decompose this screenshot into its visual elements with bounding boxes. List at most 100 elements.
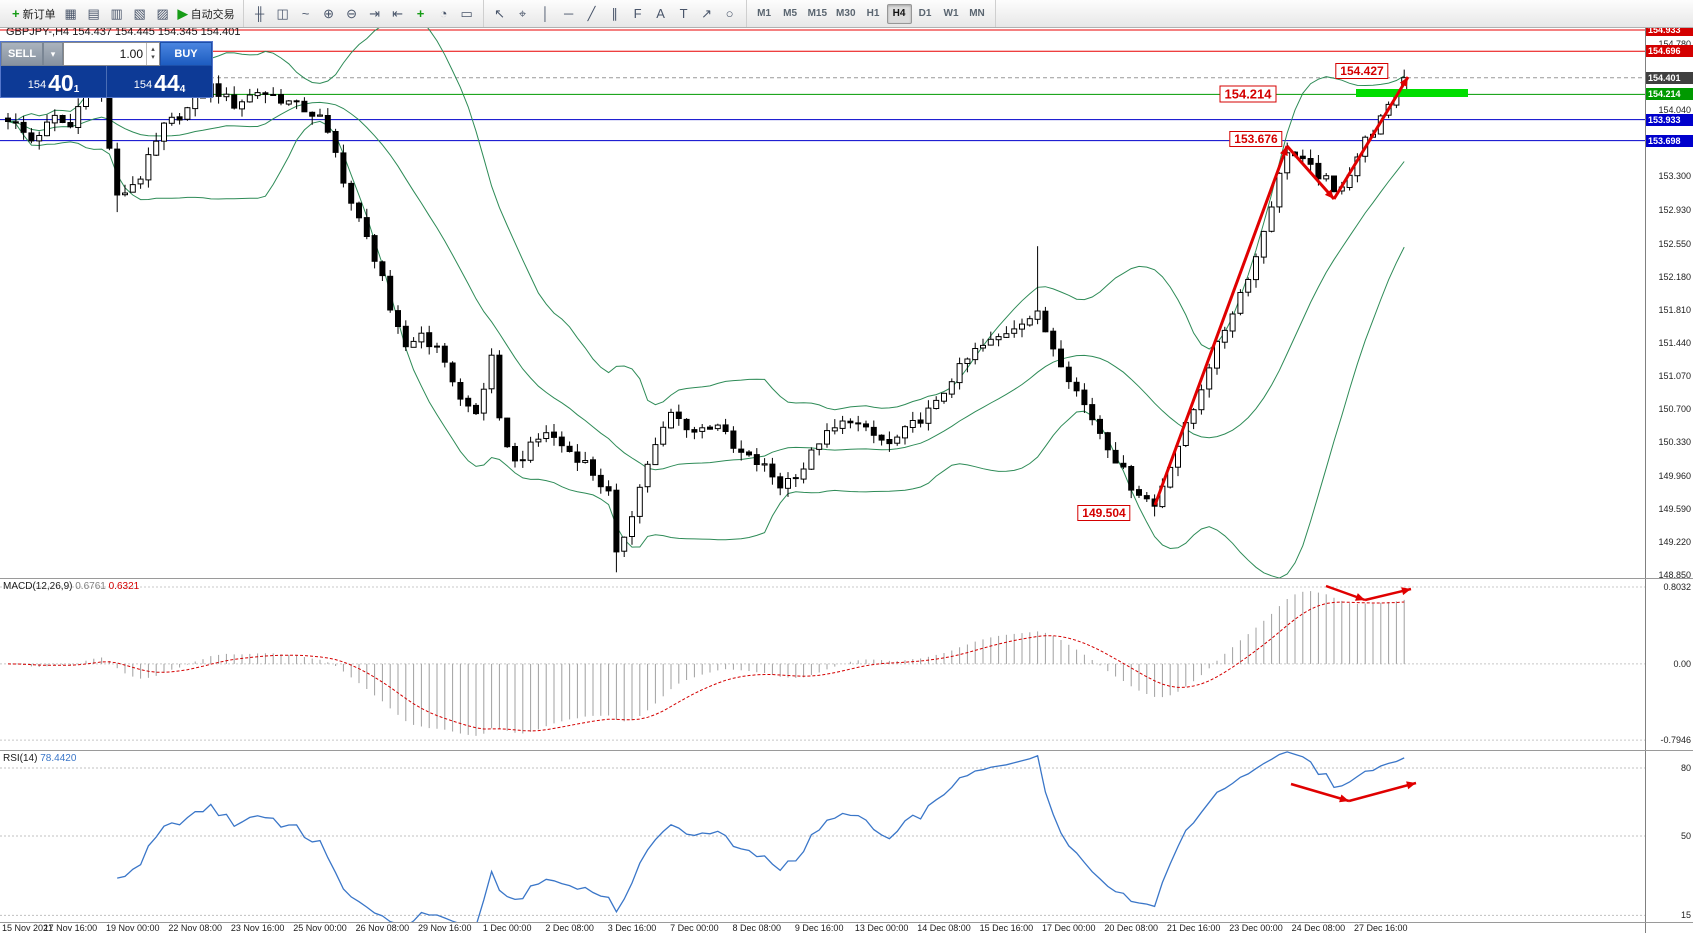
fibonacci-icon: F bbox=[633, 6, 642, 21]
vertical-line-button[interactable]: │ bbox=[535, 3, 557, 25]
sell-price[interactable]: 154 40 1 bbox=[1, 66, 107, 97]
time-axis[interactable]: 15 Nov 2021 17 Nov 16:00 19 Nov 00:00 22 No… bbox=[0, 922, 1645, 933]
indicators-add-icon: + bbox=[416, 6, 425, 21]
main-chart-svg[interactable] bbox=[0, 28, 1645, 578]
timeframe-m5[interactable]: M5 bbox=[778, 4, 803, 24]
label-icon: T bbox=[679, 6, 688, 21]
autotrading-button[interactable]: ▶ 自动交易 bbox=[175, 3, 238, 25]
profiles-icon: ▤ bbox=[87, 6, 100, 21]
volume-input[interactable]: 1.00 ▴ ▾ bbox=[63, 42, 160, 66]
new-order-label: 新订单 bbox=[22, 8, 56, 21]
timeframe-h4[interactable]: H4 bbox=[886, 3, 912, 24]
hline-price-tag: 154.214 bbox=[1646, 88, 1693, 101]
time-label: 26 Nov 08:00 bbox=[355, 923, 410, 933]
main-toolbar: + 新订单 ▦ ▤ ▥ ▧ ▨ ▶ 自动交易 ╫ ◫ ~ ⊕ ⊖ ⇥ ⇤ + ◔ ▭ ↖ ⌖ │ ─ ╱ ∥ F A T ↗ ○ M1 M5 M… bbox=[0, 0, 1693, 28]
line-chart-button[interactable]: ~ bbox=[295, 3, 317, 25]
price-tick-label: 149.220 bbox=[1658, 536, 1691, 547]
price-tick-label: 154.040 bbox=[1658, 105, 1691, 115]
order-type-dropdown[interactable]: ▾ bbox=[43, 42, 63, 66]
one-click-trading-panel: SELL ▾ 1.00 ▴ ▾ BUY 154 40 1 154 44 4 bbox=[0, 41, 213, 98]
sell-button[interactable]: SELL bbox=[1, 42, 43, 66]
hline-price-tag: 153.698 bbox=[1646, 134, 1693, 147]
rsi-panel-separator[interactable] bbox=[0, 750, 1693, 751]
price-annotation[interactable]: 154.214 bbox=[1219, 85, 1277, 103]
timeframe-d1[interactable]: D1 bbox=[913, 4, 938, 24]
price-tick-label: 148.850 bbox=[1658, 570, 1691, 580]
candlestick-chart-icon: ◫ bbox=[276, 6, 289, 21]
new-order-button[interactable]: + 新订单 bbox=[9, 3, 59, 25]
market-watch-button[interactable]: ▥ bbox=[106, 3, 128, 25]
timeframe-h1[interactable]: H1 bbox=[861, 4, 886, 24]
chart-header-info: GBPJPY-,H4 154.437 154.445 154.345 154.4… bbox=[6, 26, 241, 38]
shapes-icon: ○ bbox=[725, 6, 734, 21]
macd-svg[interactable] bbox=[0, 578, 1645, 750]
volume-value: 1.00 bbox=[119, 47, 143, 61]
crosshair-icon: ⌖ bbox=[518, 6, 527, 21]
price-annotation[interactable]: 149.504 bbox=[1077, 505, 1131, 521]
timeframe-m1[interactable]: M1 bbox=[752, 4, 777, 24]
macd-value-main: 0.6761 bbox=[75, 581, 106, 592]
price-annotation[interactable]: 153.676 bbox=[1229, 131, 1283, 147]
spinner-down-icon[interactable]: ▾ bbox=[151, 54, 155, 61]
arrows-tool-icon: ↗ bbox=[701, 6, 713, 21]
chart-shift-button[interactable]: ⇤ bbox=[387, 3, 409, 25]
charts-grid-button[interactable]: ▦ bbox=[60, 3, 82, 25]
rsi-svg[interactable] bbox=[0, 750, 1645, 922]
time-label: 24 Dec 08:00 bbox=[1291, 923, 1346, 933]
price-tick-label: 152.180 bbox=[1658, 271, 1691, 282]
trade-panel-controls: SELL ▾ 1.00 ▴ ▾ BUY bbox=[1, 42, 212, 66]
buy-button[interactable]: BUY bbox=[160, 42, 212, 66]
zoom-in-icon: ⊕ bbox=[323, 6, 335, 21]
text-button[interactable]: A bbox=[650, 3, 672, 25]
channel-button[interactable]: ∥ bbox=[604, 3, 626, 25]
time-label: 22 Nov 08:00 bbox=[168, 923, 222, 933]
time-label: 17 Dec 00:00 bbox=[1042, 923, 1096, 933]
candlestick-chart-button[interactable]: ◫ bbox=[272, 3, 294, 25]
timeframe-m30[interactable]: M30 bbox=[832, 4, 859, 24]
price-axis[interactable]: 154.780 154.040 153.300 152.930 152.550 152.1… bbox=[1645, 24, 1693, 933]
current-price-tag: 154.401 bbox=[1646, 71, 1693, 84]
terminal-icon: ▨ bbox=[156, 6, 169, 21]
indicators-add-button[interactable]: + bbox=[410, 3, 432, 25]
crosshair-button[interactable]: ⌖ bbox=[512, 3, 534, 25]
periods-icon: ◔ bbox=[439, 6, 448, 21]
navigator-button[interactable]: ▧ bbox=[129, 3, 151, 25]
auto-scroll-icon: ⇥ bbox=[369, 6, 381, 21]
fibonacci-button[interactable]: F bbox=[627, 3, 649, 25]
templates-icon: ▭ bbox=[460, 6, 473, 21]
auto-scroll-button[interactable]: ⇥ bbox=[364, 3, 386, 25]
new-order-icon: + bbox=[12, 6, 20, 21]
trendline-button[interactable]: ╱ bbox=[581, 3, 603, 25]
buy-price[interactable]: 154 44 4 bbox=[107, 66, 212, 97]
templates-button[interactable]: ▭ bbox=[456, 3, 478, 25]
macd-panel-separator[interactable] bbox=[0, 578, 1693, 579]
timeframe-m15[interactable]: M15 bbox=[804, 4, 831, 24]
spinner-up-icon[interactable]: ▴ bbox=[151, 46, 155, 54]
bar-chart-button[interactable]: ╫ bbox=[249, 3, 271, 25]
cursor-button[interactable]: ↖ bbox=[489, 3, 511, 25]
arrows-tool-button[interactable]: ↗ bbox=[696, 3, 718, 25]
time-label: 2 Dec 08:00 bbox=[545, 923, 594, 933]
profiles-button[interactable]: ▤ bbox=[83, 3, 105, 25]
rsi-value: 78.4420 bbox=[40, 753, 77, 764]
price-tick-label: 154.780 bbox=[1658, 38, 1691, 49]
time-label: 3 Dec 16:00 bbox=[607, 923, 657, 933]
zoom-out-button[interactable]: ⊖ bbox=[341, 3, 363, 25]
macd-level-label: 0.00 bbox=[1673, 658, 1691, 669]
terminal-button[interactable]: ▨ bbox=[152, 3, 174, 25]
timeframe-w1[interactable]: W1 bbox=[939, 4, 964, 24]
zoom-in-button[interactable]: ⊕ bbox=[318, 3, 340, 25]
horizontal-line-button[interactable]: ─ bbox=[558, 3, 580, 25]
volume-spinner[interactable]: ▴ ▾ bbox=[146, 43, 159, 65]
bar-chart-icon: ╫ bbox=[254, 6, 265, 21]
macd-value-signal: 0.6321 bbox=[108, 581, 140, 592]
label-button[interactable]: T bbox=[673, 3, 695, 25]
timeframe-mn[interactable]: MN bbox=[965, 4, 990, 24]
time-label: 19 Nov 00:00 bbox=[106, 923, 160, 933]
time-label: 25 Nov 00:00 bbox=[293, 923, 347, 933]
periods-button[interactable]: ◔ bbox=[433, 3, 455, 25]
chart-area[interactable]: GBPJPY-,H4 154.437 154.445 154.345 154.4… bbox=[0, 26, 1645, 933]
rsi-level-label: 50 bbox=[1680, 831, 1691, 841]
price-annotation[interactable]: 154.427 bbox=[1335, 63, 1389, 79]
shapes-button[interactable]: ○ bbox=[719, 3, 741, 25]
